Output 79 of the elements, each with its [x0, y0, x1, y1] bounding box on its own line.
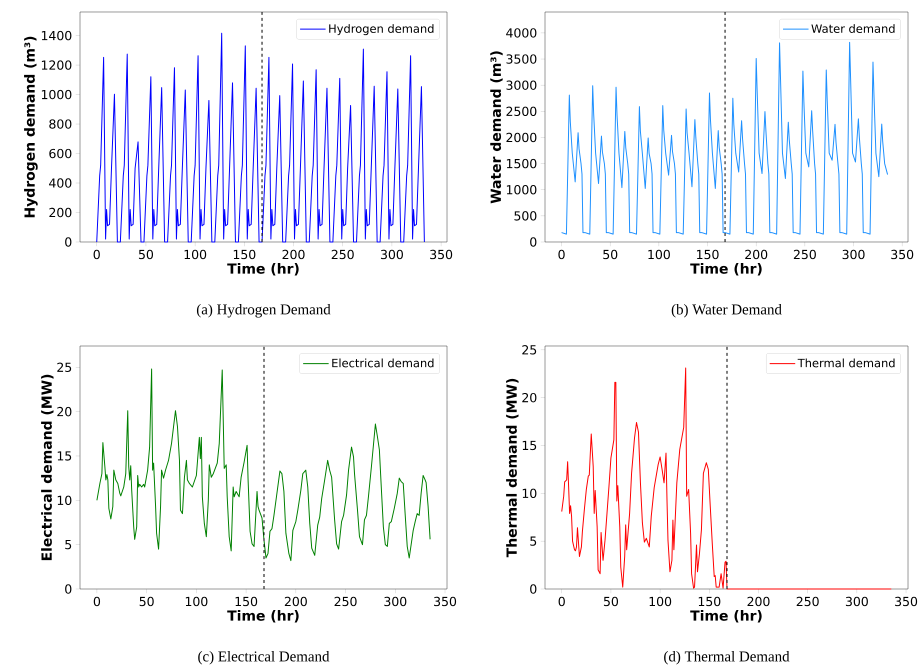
- y-tick-label: 15: [522, 440, 536, 450]
- x-axis-title: Time (hr): [690, 263, 762, 276]
- x-tick-label: 50: [603, 250, 618, 260]
- legend-label: Water demand: [811, 24, 895, 33]
- x-axis-title: Time (hr): [690, 610, 762, 622]
- x-tick-label: 200: [282, 250, 305, 260]
- line-series: [96, 368, 431, 562]
- line-series: [561, 42, 888, 235]
- y-tick-label: 15: [58, 451, 72, 461]
- x-tick-label: 200: [284, 596, 307, 606]
- x-tick-label: 150: [698, 596, 720, 606]
- x-tick-label: 200: [745, 250, 768, 260]
- x-tick-label: 300: [384, 596, 406, 606]
- x-tick-label: 200: [748, 596, 770, 606]
- x-tick-label: 250: [796, 596, 819, 606]
- x-tick-label: 350: [434, 596, 456, 606]
- y-tick-label: 2000: [506, 132, 536, 142]
- legend-label: Thermal demand: [798, 358, 895, 368]
- x-tick-label: 100: [186, 596, 208, 606]
- x-tick-label: 150: [234, 250, 256, 260]
- y-tick-label: 25: [522, 345, 536, 355]
- x-tick-label: 300: [842, 250, 865, 260]
- y-tick-label: 200: [49, 208, 72, 218]
- y-tick-label: 1500: [506, 158, 536, 168]
- x-tick-label: 150: [236, 596, 258, 606]
- y-tick-label: 0: [530, 237, 536, 247]
- y-tick-label: 10: [522, 488, 536, 498]
- text: (b) Water Demand: [672, 304, 782, 318]
- y-tick-label: 20: [522, 392, 536, 402]
- legend-label: Hydrogen demand: [329, 24, 434, 36]
- x-tick-label: 350: [891, 250, 914, 260]
- y-tick-label: 25: [57, 362, 72, 372]
- y-tick-label: 1200: [42, 60, 72, 70]
- x-tick-label: 250: [332, 250, 354, 260]
- y-tick-label: 4000: [506, 28, 536, 38]
- y-axis-title: Hydrogen demand (m³): [24, 36, 38, 218]
- text: (d) Thermal Demand: [664, 650, 790, 665]
- y-tick-label: 1000: [506, 185, 536, 194]
- y-tick-label: 400: [49, 178, 72, 188]
- x-tick-label: 300: [380, 250, 403, 260]
- x-axis-title: Time (hr): [227, 263, 299, 276]
- legend-label: Electrical demand: [332, 358, 434, 368]
- y-axis-title: Thermal demand (MW): [506, 378, 519, 558]
- y-tick-label: 0: [65, 584, 72, 594]
- x-tick-label: 100: [184, 250, 206, 260]
- y-tick-label: 1400: [42, 30, 72, 40]
- y-axis-title: Electrical demand (MW): [41, 374, 54, 560]
- x-tick-label: 50: [138, 250, 154, 260]
- y-tick-label: 5: [530, 536, 536, 546]
- y-tick-label: 500: [514, 211, 536, 221]
- x-axis-title: Time (hr): [227, 610, 299, 622]
- y-tick-label: 5: [65, 540, 72, 550]
- y-tick-label: 0: [530, 584, 536, 594]
- y-tick-label: 0: [65, 237, 72, 247]
- text: (c) Electrical Demand: [198, 650, 330, 665]
- y-tick-label: 800: [49, 119, 72, 129]
- x-tick-label: 50: [604, 596, 618, 606]
- x-tick-label: 300: [846, 596, 868, 606]
- y-tick-label: 3500: [506, 54, 536, 64]
- x-tick-label: 0: [94, 596, 100, 606]
- x-tick-label: 0: [558, 596, 565, 606]
- x-tick-label: 0: [94, 250, 100, 260]
- x-tick-label: 350: [895, 596, 918, 606]
- x-tick-label: 50: [140, 596, 154, 606]
- x-tick-label: 250: [334, 596, 357, 606]
- y-tick-label: 600: [49, 148, 72, 158]
- x-tick-label: 150: [697, 250, 719, 260]
- y-tick-label: 20: [57, 406, 72, 416]
- y-tick-label: 2500: [506, 106, 536, 116]
- x-tick-label: 250: [794, 250, 816, 260]
- y-tick-label: 1000: [42, 90, 72, 100]
- x-tick-label: 100: [648, 250, 670, 260]
- x-tick-label: 0: [558, 250, 565, 260]
- y-tick-label: 10: [58, 496, 72, 506]
- x-tick-label: 100: [650, 596, 672, 606]
- text: (a) Hydrogen Demand: [196, 304, 331, 318]
- x-tick-label: 350: [430, 250, 452, 260]
- y-axis-title: Water demand (m³): [490, 51, 503, 204]
- y-tick-label: 3000: [506, 80, 536, 90]
